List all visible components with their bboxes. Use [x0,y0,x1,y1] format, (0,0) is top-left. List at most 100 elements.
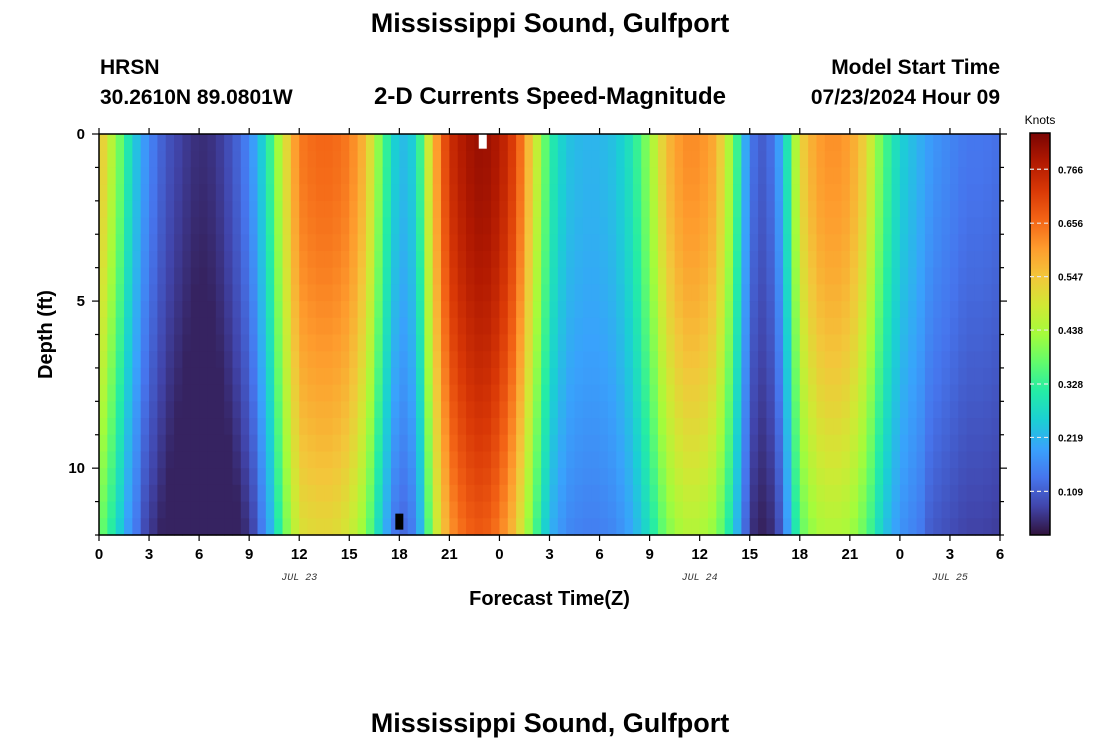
heatmap-cell [682,250,692,269]
heatmap-cell [908,384,918,402]
heatmap-cell [132,384,142,402]
heatmap-cell [966,150,976,169]
heatmap-cell [265,234,275,252]
heatmap-cell [824,301,834,319]
heatmap-cell [365,334,375,352]
heatmap-cell [441,301,450,319]
heatmap-cell [390,334,400,352]
heatmap-cell [941,518,951,536]
heatmap-cell [874,501,884,519]
heatmap-cell [299,284,309,302]
heatmap-cell [457,301,467,319]
heatmap-cell [416,284,425,302]
heatmap-cell [299,250,309,269]
heatmap-cell [365,184,375,202]
heatmap-cell [758,150,767,169]
heatmap-cell [799,184,809,202]
x-tick-label: 15 [341,546,358,563]
heatmap-cell [749,284,759,302]
heatmap-cell [791,234,801,252]
heatmap-cell [824,484,834,503]
heatmap-cell [541,284,551,302]
heatmap-cell [874,301,884,319]
heatmap-cell [349,317,359,336]
heatmap-cell [449,518,459,536]
heatmap-cell [182,301,192,319]
heatmap-cell [616,434,626,453]
heatmap-cell [891,284,901,302]
colorbar-tick-label: 0.547 [1058,273,1083,284]
heatmap-cell [891,351,901,369]
heatmap-cell [299,367,309,386]
heatmap-cell [390,317,400,336]
heatmap-cell [624,217,634,235]
heatmap-cell [841,301,851,319]
heatmap-cell [407,401,417,419]
heatmap-cell [883,167,893,185]
heatmap-cell [549,351,559,369]
heatmap-cell [249,434,259,453]
heatmap-cell [666,250,676,269]
heatmap-cell [549,217,559,235]
heatmap-cell [449,401,459,419]
heatmap-cell [716,484,726,503]
heatmap-cell [374,167,384,185]
heatmap-cell [290,184,300,202]
heatmap-cell [758,167,767,185]
heatmap-cell [724,301,734,319]
heatmap-cell [390,418,400,436]
heatmap-cell [933,501,943,519]
heatmap-cell [991,401,1001,419]
heatmap-cell [382,134,392,152]
heatmap-cell [833,501,843,519]
heatmap-cell [983,134,993,152]
heatmap-cell [574,200,584,219]
heatmap-cell [365,501,375,519]
heatmap-cell [466,150,476,169]
heatmap-cell [941,317,951,336]
heatmap-cell [899,484,909,503]
heatmap-cell [816,501,826,519]
heatmap-cell [307,434,317,453]
heatmap-cell [849,184,859,202]
heatmap-cell [399,234,409,252]
heatmap-cell [407,167,417,185]
heatmap-cell [299,518,309,536]
heatmap-cell [507,451,517,469]
heatmap-cell [315,451,325,469]
heatmap-cell [157,484,167,503]
heatmap-cell [307,284,317,302]
heatmap-cell [215,401,225,419]
heatmap-cell [407,217,417,235]
heatmap-cell [941,367,951,386]
heatmap-cell [399,301,409,319]
heatmap-cell [190,501,200,519]
heatmap-cell [858,250,868,269]
heatmap-cell [949,367,959,386]
heatmap-cell [657,134,667,152]
heatmap-cell [783,418,793,436]
heatmap-cell [816,384,826,402]
heatmap-cell [632,434,642,453]
heatmap-cell [491,334,501,352]
heatmap-cell [649,301,659,319]
heatmap-cell [557,234,567,252]
heatmap-cell [349,418,359,436]
heatmap-cell [349,334,359,352]
heatmap-cell [382,518,392,536]
heatmap-cell [165,418,175,436]
heatmap-cell [749,301,759,319]
heatmap-cell [699,434,709,453]
heatmap-cell [616,351,626,369]
heatmap-cell [499,518,509,536]
heatmap-cell [315,468,325,486]
heatmap-cell [783,250,793,269]
heatmap-cell [983,518,993,536]
heatmap-cell [174,434,184,453]
heatmap-cell [749,267,759,285]
heatmap-cell [591,351,601,369]
heatmap-cell [491,484,501,503]
heatmap-cell [974,134,984,152]
heatmap-cell [966,351,976,369]
heatmap-cell [833,301,843,319]
